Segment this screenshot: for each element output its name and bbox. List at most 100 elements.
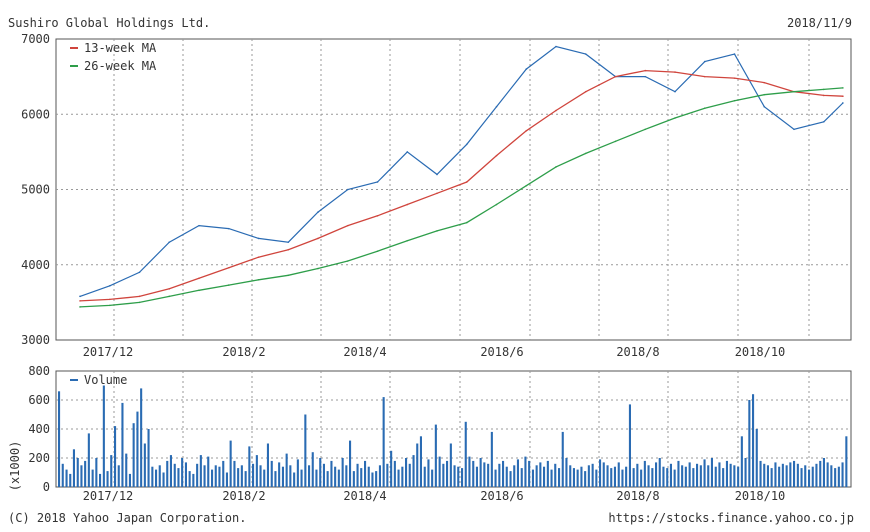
volume-bar: [345, 465, 348, 488]
volume-bar: [684, 466, 687, 487]
volume-bar: [740, 436, 743, 488]
volume-bar: [255, 455, 258, 487]
volume-bar: [710, 458, 713, 487]
volume-x-tick-label: 2018/10: [735, 489, 786, 503]
ma26-line-point: [495, 203, 498, 206]
volume-bar: [729, 463, 732, 487]
volume-bar: [173, 463, 176, 487]
volume-bar: [386, 463, 389, 487]
volume-bar: [785, 465, 788, 488]
price-x-tick-label: 2018/4: [343, 345, 386, 359]
volume-bar: [203, 465, 206, 488]
volume-bar: [796, 463, 799, 487]
volume-bar: [763, 463, 766, 487]
legend-label-ma26-line: 26-week MA: [84, 59, 157, 73]
volume-bar: [584, 471, 587, 487]
volume-bar: [808, 469, 811, 487]
volume-bar: [789, 462, 792, 487]
volume-bar: [539, 462, 542, 487]
volume-bar: [658, 458, 661, 487]
volume-bar: [337, 469, 340, 487]
volume-bar: [233, 460, 236, 487]
ma26-line-point: [674, 117, 676, 119]
volume-bar: [837, 466, 840, 487]
volume-bar: [401, 466, 404, 487]
volume-bar: [692, 468, 695, 487]
volume-bar: [304, 414, 307, 487]
volume-bar: [487, 463, 490, 487]
volume-bar: [666, 468, 669, 487]
volume-x-tick-label: 2017/12: [83, 489, 134, 503]
volume-bar: [244, 471, 247, 487]
ma13-line-point: [703, 75, 706, 78]
ma13-line-point: [525, 130, 528, 132]
volume-bar: [423, 466, 426, 487]
volume-bar: [490, 431, 493, 487]
volume-x-tick-label: 2018/8: [616, 489, 659, 503]
volume-x-tick-label: 2018/4: [343, 489, 386, 503]
ma13-line-point: [346, 224, 349, 227]
volume-bar: [315, 469, 318, 487]
volume-bar: [494, 469, 497, 487]
volume-bar: [483, 462, 486, 487]
ma13-line-point: [138, 295, 141, 298]
price-line-point: [406, 151, 409, 153]
price-x-tick-label: 2018/8: [616, 345, 659, 359]
price-line-point: [495, 105, 498, 108]
price-y-tick-label: 4000: [21, 258, 50, 272]
volume-bar: [427, 459, 430, 487]
ma26-line-point: [822, 88, 825, 91]
volume-bar: [416, 443, 419, 487]
volume-bar: [225, 472, 228, 487]
volume-bar: [102, 385, 105, 487]
volume-bar: [681, 465, 684, 488]
volume-bar: [632, 468, 635, 487]
ma13-line-point: [555, 109, 557, 112]
volume-bar: [707, 465, 710, 488]
price-line-point: [198, 224, 200, 227]
volume-y-tick-label: 800: [28, 364, 50, 378]
price-plot-area: [55, 38, 852, 341]
volume-bar: [237, 468, 240, 487]
price-y-tick-label: 7000: [21, 32, 50, 46]
volume-bar: [155, 469, 158, 487]
volume-bar: [364, 460, 367, 487]
volume-bar: [390, 450, 393, 488]
volume-bar: [770, 468, 773, 487]
volume-bar: [334, 466, 337, 487]
ma26-line-point: [79, 306, 81, 308]
ma13-line-point: [168, 288, 171, 290]
volume-bar: [815, 463, 818, 487]
volume-x-tick-label: 2018/2: [222, 489, 265, 503]
volume-bar: [475, 466, 478, 487]
volume-bar: [393, 460, 396, 487]
volume-bar: [696, 463, 699, 487]
volume-bar: [296, 459, 299, 487]
volume-bar: [461, 468, 464, 487]
price-line-point: [644, 75, 647, 78]
volume-bar: [61, 463, 64, 487]
price-x-tick-label: 2018/2: [222, 345, 265, 359]
volume-bar: [405, 458, 408, 487]
volume-bar: [628, 404, 631, 487]
volume-bar: [748, 400, 751, 487]
volume-bar: [673, 469, 676, 487]
ma26-line-point: [436, 230, 438, 232]
volume-bar: [181, 458, 184, 487]
volume-bar: [509, 471, 512, 487]
source-url[interactable]: https://stocks.finance.yahoo.co.jp: [608, 511, 854, 525]
ma13-line-point: [227, 266, 230, 269]
volume-bar: [804, 465, 807, 488]
volume-bar: [766, 465, 769, 488]
volume-bar: [136, 411, 139, 487]
volume-bar: [453, 465, 456, 488]
price-line-point: [287, 241, 290, 243]
volume-bar: [188, 471, 191, 487]
volume-bar: [293, 472, 296, 487]
price-x-tick-label: 2018/10: [735, 345, 786, 359]
volume-bar: [319, 458, 322, 487]
ma13-line-point: [614, 75, 617, 78]
price-panel: 3000 4000 5000 6000 7000 2017/12 2018/2 2018/4 2…: [21, 32, 852, 359]
volume-bar: [449, 443, 452, 487]
